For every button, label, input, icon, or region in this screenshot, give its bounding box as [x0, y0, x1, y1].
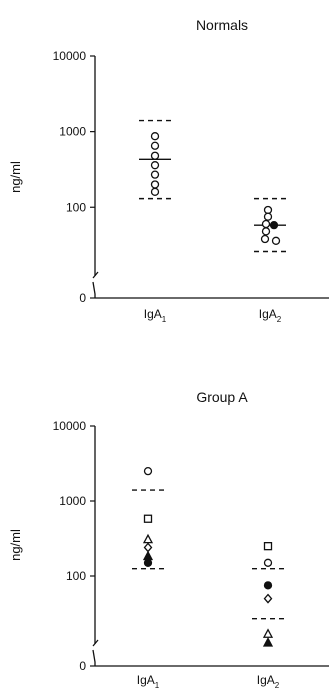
data-point-open-circle	[263, 205, 273, 215]
data-point-open-circle	[150, 170, 160, 179]
y-axis-label: ng/ml	[8, 161, 23, 193]
data-point-open-square	[263, 542, 273, 551]
y-tick-label: 100	[66, 200, 86, 214]
x-category-subscript: 1	[162, 315, 167, 324]
data-point-open-circle	[150, 161, 160, 170]
data-point-open-triangle	[142, 533, 154, 544]
data-point-open-circle	[150, 187, 160, 196]
x-category-label: IgA1	[137, 673, 160, 690]
x-category-label: IgA1	[144, 307, 167, 324]
data-point-filled-circle	[269, 220, 279, 230]
data-point-open-square	[143, 514, 153, 523]
y-axis-break	[92, 639, 99, 666]
data-point-open-circle	[150, 141, 160, 150]
x-category-subscript: 2	[275, 681, 280, 690]
x-category-label: IgA2	[259, 307, 282, 324]
data-point-open-circle	[150, 151, 160, 160]
data-point-open-circle	[263, 212, 273, 221]
x-category-subscript: 1	[155, 681, 160, 690]
data-point-filled-circle	[263, 581, 273, 590]
y-tick-label: 0	[79, 659, 86, 673]
data-point-open-circle	[263, 558, 273, 567]
data-point-filled-triangle	[142, 550, 154, 561]
x-category-subscript: 2	[277, 315, 282, 324]
data-point-open-circle	[261, 219, 271, 229]
y-axis-break	[92, 271, 99, 298]
y-tick-label: 0	[79, 291, 86, 305]
data-point-open-circle	[150, 180, 160, 189]
data-point-open-circle	[271, 236, 281, 245]
y-tick-label: 10000	[53, 49, 87, 63]
data-point-open-circle	[260, 234, 270, 244]
y-axis-label: ng/ml	[8, 529, 23, 561]
x-category-label: IgA2	[257, 673, 280, 690]
data-point-filled-triangle	[262, 637, 274, 647]
y-tick-label: 1000	[59, 125, 86, 139]
y-tick-label: 100	[66, 569, 86, 583]
chart-title: Group A	[196, 389, 248, 405]
data-point-open-circle	[261, 227, 271, 236]
data-point-open-diamond	[263, 593, 273, 604]
data-point-open-circle	[143, 467, 153, 476]
y-tick-label: 10000	[53, 419, 87, 433]
y-tick-label: 1000	[59, 494, 86, 508]
chart-title: Normals	[196, 17, 248, 33]
data-point-filled-circle	[143, 558, 153, 567]
data-point-open-circle	[150, 132, 160, 141]
data-point-open-diamond	[143, 542, 153, 553]
data-point-open-triangle	[262, 628, 274, 638]
